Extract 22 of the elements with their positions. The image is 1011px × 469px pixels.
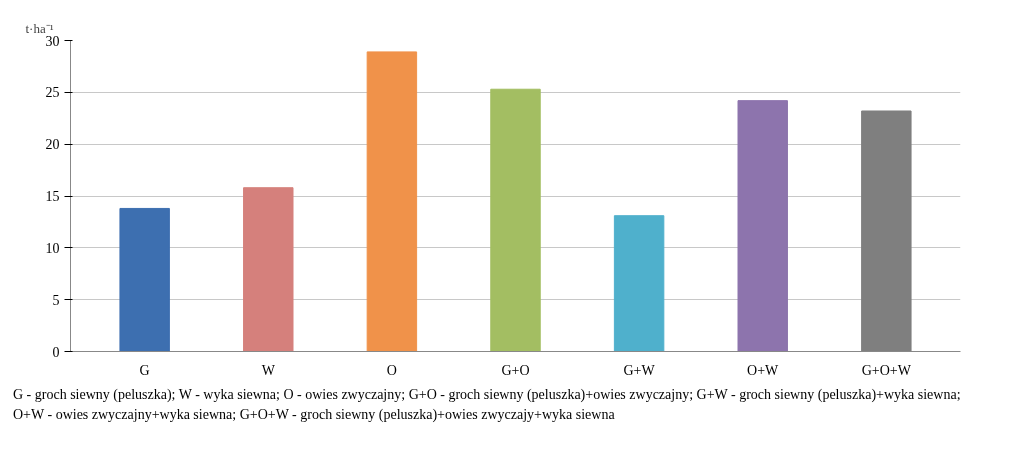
y-tick-label: 30 [45, 33, 60, 49]
bar [243, 187, 294, 352]
bar [737, 100, 788, 352]
y-tick-label: 10 [45, 240, 60, 256]
x-tick-label: W [261, 362, 276, 378]
y-tick-label: 25 [45, 85, 60, 101]
text: G - groch siewny (peluszka); W - wyka siewna; O - owies zwyczajny; G+O - groch siewny (peluszka)+owies zwyczajny; G+W - groch siewny (peluszka)+wyka siewna; O+W - owies zwyczajny+wyka siewna; G+O+W - groch siewny (peluszka)+owies zwyczajy+wyka siewna [13, 386, 962, 424]
x-tick-label: O [386, 362, 397, 378]
x-tick-label: G+W [623, 362, 656, 378]
y-axis-title: t·ha⁻¹ [25, 20, 54, 36]
bar [366, 51, 418, 352]
x-tick-label: G+O+W [861, 362, 912, 378]
x-tick-label: G [139, 362, 150, 378]
bar [119, 207, 170, 352]
y-tick-label: 5 [52, 292, 60, 308]
y-tick-label: 15 [45, 189, 60, 204]
y-tick-label: 20 [45, 137, 60, 153]
x-tick-label: O+W [747, 362, 780, 378]
bar [613, 215, 665, 352]
bar [490, 88, 541, 352]
y-tick-label: 0 [52, 344, 60, 360]
x-tick-label: G+O [501, 362, 530, 378]
